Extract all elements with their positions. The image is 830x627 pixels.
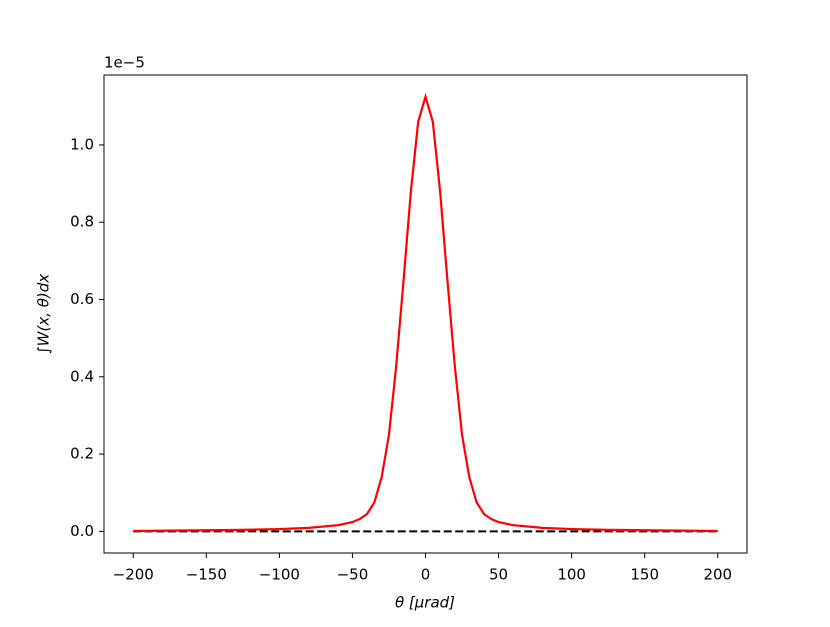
axes-frame xyxy=(103,74,748,554)
data-line xyxy=(133,92,718,533)
x-tick-label: −150 xyxy=(186,566,227,584)
x-tick-label: 200 xyxy=(703,566,732,584)
x-tick-label: 150 xyxy=(630,566,659,584)
y-tick-label: 0.6 xyxy=(70,290,94,308)
y-tick-label: 0.4 xyxy=(70,367,94,385)
x-tick-label: 0 xyxy=(421,566,431,584)
y-axis-label: ∫W(x, θ)dx xyxy=(35,274,53,354)
y-tick-label: 0.2 xyxy=(70,445,94,463)
x-tick-label: −100 xyxy=(259,566,300,584)
x-tick-label: 100 xyxy=(557,566,586,584)
y-tick-label: 0.8 xyxy=(70,213,94,231)
y-offset-label: 1e−5 xyxy=(104,54,145,72)
y-tick-label: 1.0 xyxy=(70,135,94,153)
x-axis-label: θ [μrad] xyxy=(395,594,455,612)
y-tick-label: 0.0 xyxy=(70,522,94,540)
x-tick-label: 50 xyxy=(489,566,508,584)
x-tick-label: −50 xyxy=(337,566,369,584)
x-tick-label: −200 xyxy=(113,566,154,584)
